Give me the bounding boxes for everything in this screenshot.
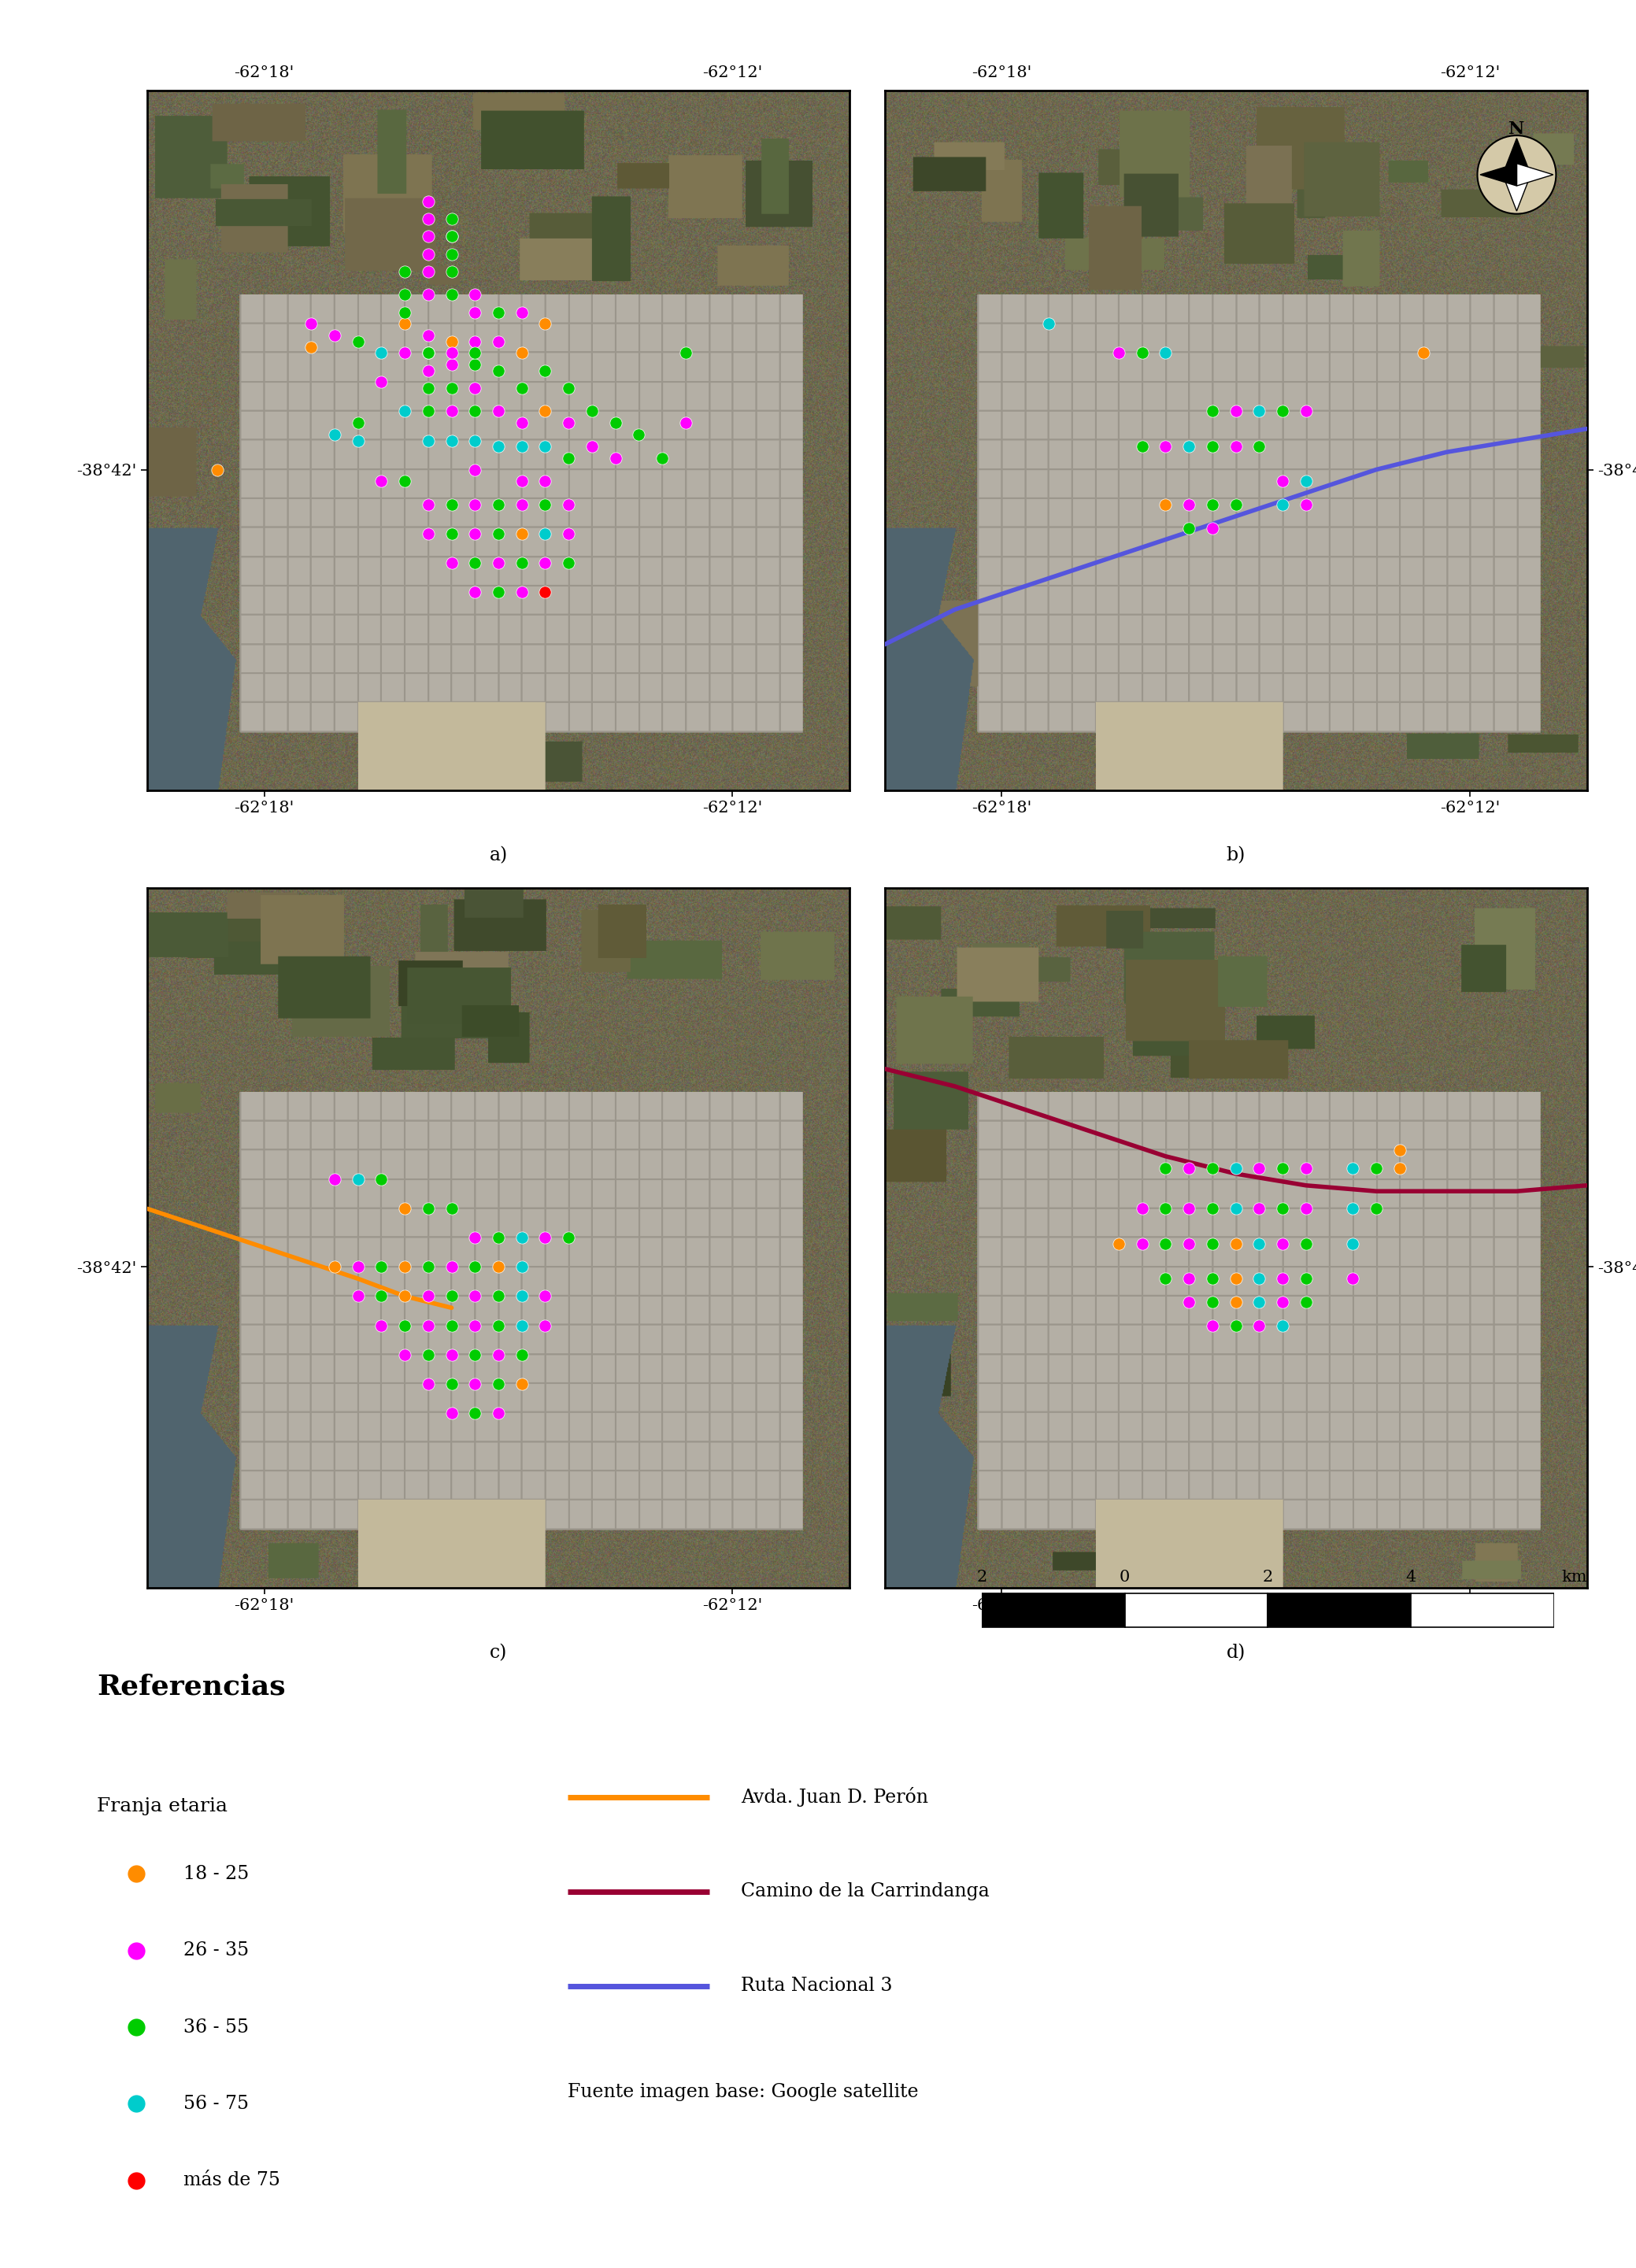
Text: a): a) <box>489 846 507 864</box>
Text: 26 - 35: 26 - 35 <box>183 1941 249 1960</box>
Text: 2: 2 <box>1263 1569 1273 1585</box>
Polygon shape <box>1502 138 1531 175</box>
Bar <box>1410 1592 1554 1628</box>
Text: Franja etaria: Franja etaria <box>97 1796 227 1814</box>
Polygon shape <box>1481 163 1517 186</box>
Text: b): b) <box>1227 846 1245 864</box>
Text: 18 - 25: 18 - 25 <box>183 1864 249 1882</box>
Bar <box>982 1592 1126 1628</box>
Text: 0: 0 <box>1119 1569 1130 1585</box>
Bar <box>1268 1592 1410 1628</box>
Text: 2: 2 <box>977 1569 987 1585</box>
Text: Ruta Nacional 3: Ruta Nacional 3 <box>741 1978 892 1996</box>
Text: 4: 4 <box>1405 1569 1417 1585</box>
Text: d): d) <box>1227 1644 1245 1662</box>
Text: más de 75: más de 75 <box>183 2170 280 2189</box>
Text: N: N <box>1508 120 1525 138</box>
Polygon shape <box>1502 175 1531 211</box>
Bar <box>1126 1592 1268 1628</box>
Text: km: km <box>1561 1569 1587 1585</box>
Circle shape <box>1477 136 1556 213</box>
Text: 36 - 55: 36 - 55 <box>183 2019 249 2037</box>
Text: 56 - 75: 56 - 75 <box>183 2096 249 2114</box>
Text: Referencias: Referencias <box>97 1674 286 1701</box>
Text: Camino de la Carrindanga: Camino de la Carrindanga <box>741 1882 990 1901</box>
Text: Avda. Juan D. Perón: Avda. Juan D. Perón <box>741 1787 928 1808</box>
Text: Fuente imagen base: Google satellite: Fuente imagen base: Google satellite <box>568 2082 919 2100</box>
Text: c): c) <box>489 1644 507 1662</box>
Polygon shape <box>1517 163 1553 186</box>
